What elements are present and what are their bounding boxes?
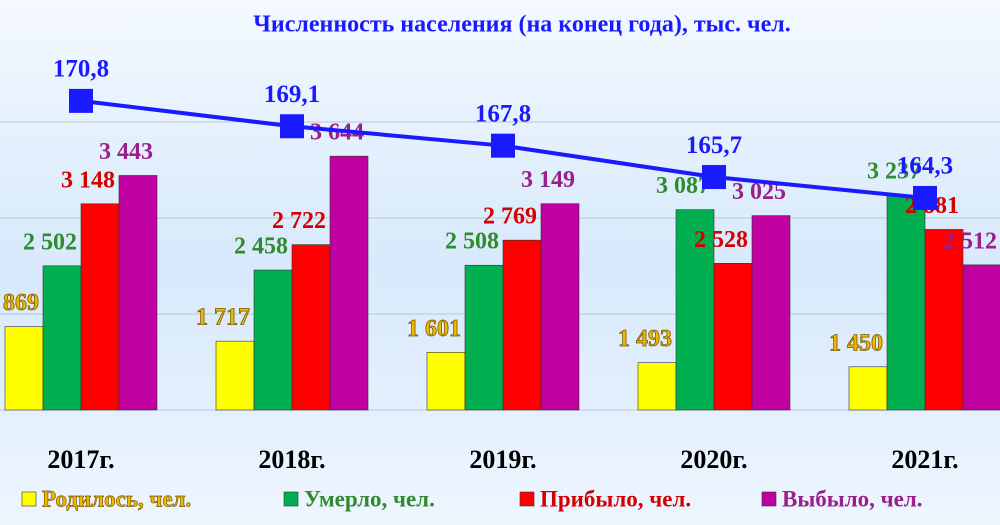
bar	[637, 362, 677, 411]
legend-label: Умерло, чел.	[304, 486, 435, 511]
bar	[4, 326, 44, 411]
bar	[540, 203, 580, 411]
data-label: 1 717	[196, 305, 250, 331]
data-label: 3 087	[656, 173, 710, 199]
data-label: 3 149	[521, 167, 575, 193]
bar	[886, 194, 926, 411]
x-tick-label: 2019г.	[469, 445, 536, 474]
line-marker	[491, 133, 515, 158]
bar	[329, 155, 369, 411]
bar	[962, 264, 1000, 411]
data-label: 1 493	[618, 326, 672, 352]
data-label: 164,3	[897, 153, 953, 180]
bar	[713, 263, 753, 411]
x-tick-label: 2017г.	[47, 445, 114, 474]
legend-label: Прибыло, чел.	[540, 486, 691, 511]
bar	[924, 229, 964, 411]
legend-swatch	[761, 491, 777, 507]
data-label: 2 722	[272, 208, 326, 234]
line-marker	[69, 88, 93, 113]
line-marker	[913, 185, 937, 210]
bar	[675, 209, 715, 411]
x-tick-label: 2021г.	[891, 445, 958, 474]
bar	[751, 215, 791, 411]
data-label: 2 528	[694, 227, 748, 253]
data-label: 165,7	[686, 132, 742, 159]
data-label: 3 148	[61, 167, 115, 193]
legend-swatch	[519, 491, 535, 507]
data-label: 3 237	[867, 159, 921, 185]
data-label: 1 601	[407, 316, 461, 342]
data-label: 1 869	[0, 290, 39, 316]
bar	[502, 239, 542, 411]
x-tick-label: 2020г.	[680, 445, 747, 474]
line-marker	[702, 165, 726, 190]
bar	[253, 269, 293, 411]
data-label: 167,8	[475, 100, 531, 127]
bar	[291, 244, 331, 411]
legend-swatch	[283, 491, 299, 507]
data-label: 169,1	[264, 81, 320, 108]
bar	[42, 265, 82, 411]
bar	[215, 340, 255, 411]
bar	[426, 352, 466, 411]
chart-title: Численность населения (на конец года), т…	[253, 12, 790, 38]
line-marker	[280, 114, 304, 139]
bar	[848, 366, 888, 411]
legend-label: Родилось, чел.	[42, 486, 191, 511]
legend-swatch	[21, 491, 37, 507]
data-label: 170,8	[53, 56, 109, 83]
legend-label: Выбыло, чел.	[782, 486, 923, 511]
bar	[118, 175, 158, 411]
bar	[464, 264, 504, 411]
data-label: 3 443	[99, 139, 153, 165]
data-label: 2 769	[483, 204, 537, 230]
x-tick-label: 2018г.	[258, 445, 325, 474]
data-label: 1 450	[829, 330, 883, 356]
data-label: 2 502	[23, 229, 77, 255]
data-label: 2 458	[234, 234, 288, 260]
bar	[80, 203, 120, 411]
data-label: 2 512	[943, 228, 997, 254]
data-label: 2 508	[445, 229, 499, 255]
